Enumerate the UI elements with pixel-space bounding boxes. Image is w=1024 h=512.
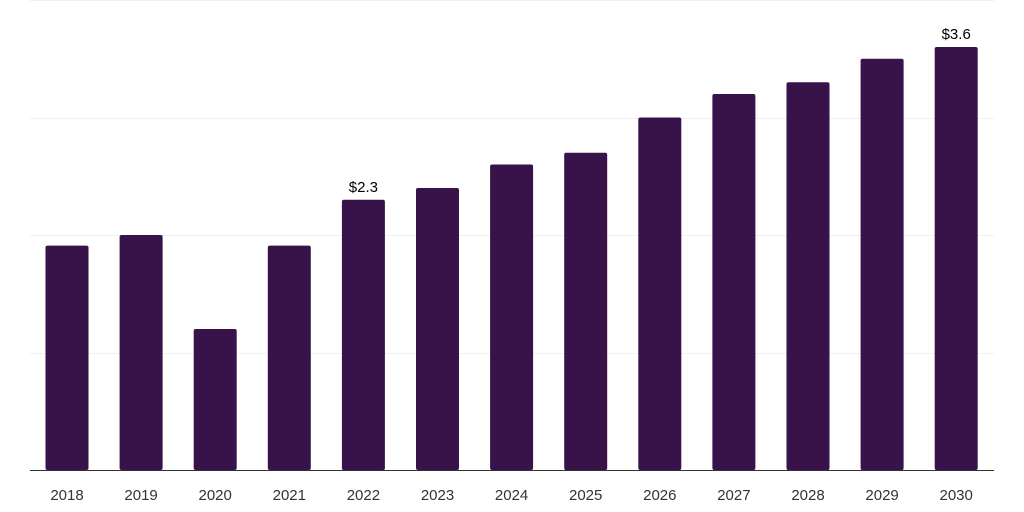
x-tick-label-2021: 2021 bbox=[273, 487, 306, 504]
x-tick-label-2028: 2028 bbox=[791, 487, 824, 504]
x-tick-label-2030: 2030 bbox=[940, 487, 973, 504]
bar-2026 bbox=[638, 117, 682, 470]
x-tick-label-2025: 2025 bbox=[569, 487, 602, 504]
x-tick-label-2018: 2018 bbox=[50, 487, 83, 504]
x-tick-label-2022: 2022 bbox=[347, 487, 380, 504]
bar-2030 bbox=[934, 47, 978, 470]
bars bbox=[45, 47, 978, 471]
bar-2024 bbox=[490, 164, 534, 470]
data-label-2022: $2.3 bbox=[349, 179, 378, 196]
bar-2029 bbox=[860, 58, 904, 471]
bar-2019 bbox=[119, 235, 163, 470]
x-axis-tick-labels: 2018 2019 2020 2021 2022 2023 2024 2025 2026 2027… bbox=[50, 487, 973, 504]
x-tick-label-2023: 2023 bbox=[421, 487, 454, 504]
bar-2025 bbox=[564, 152, 608, 471]
bar-2018 bbox=[45, 245, 89, 470]
bar-2022 bbox=[341, 199, 385, 471]
bar-2021 bbox=[267, 245, 311, 470]
x-tick-label-2019: 2019 bbox=[124, 487, 157, 504]
data-label-2030: $3.6 bbox=[942, 26, 971, 43]
x-tick-label-2020: 2020 bbox=[199, 487, 232, 504]
bar-2027 bbox=[712, 94, 756, 470]
x-tick-label-2029: 2029 bbox=[865, 487, 898, 504]
bar-2020 bbox=[193, 329, 237, 470]
data-labels: $2.3 $3.6 bbox=[349, 26, 971, 196]
bar-2023 bbox=[416, 188, 459, 470]
x-tick-label-2024: 2024 bbox=[495, 487, 528, 504]
x-tick-label-2027: 2027 bbox=[717, 487, 750, 504]
x-tick-label-2026: 2026 bbox=[643, 487, 676, 504]
bar-2028 bbox=[786, 82, 830, 471]
